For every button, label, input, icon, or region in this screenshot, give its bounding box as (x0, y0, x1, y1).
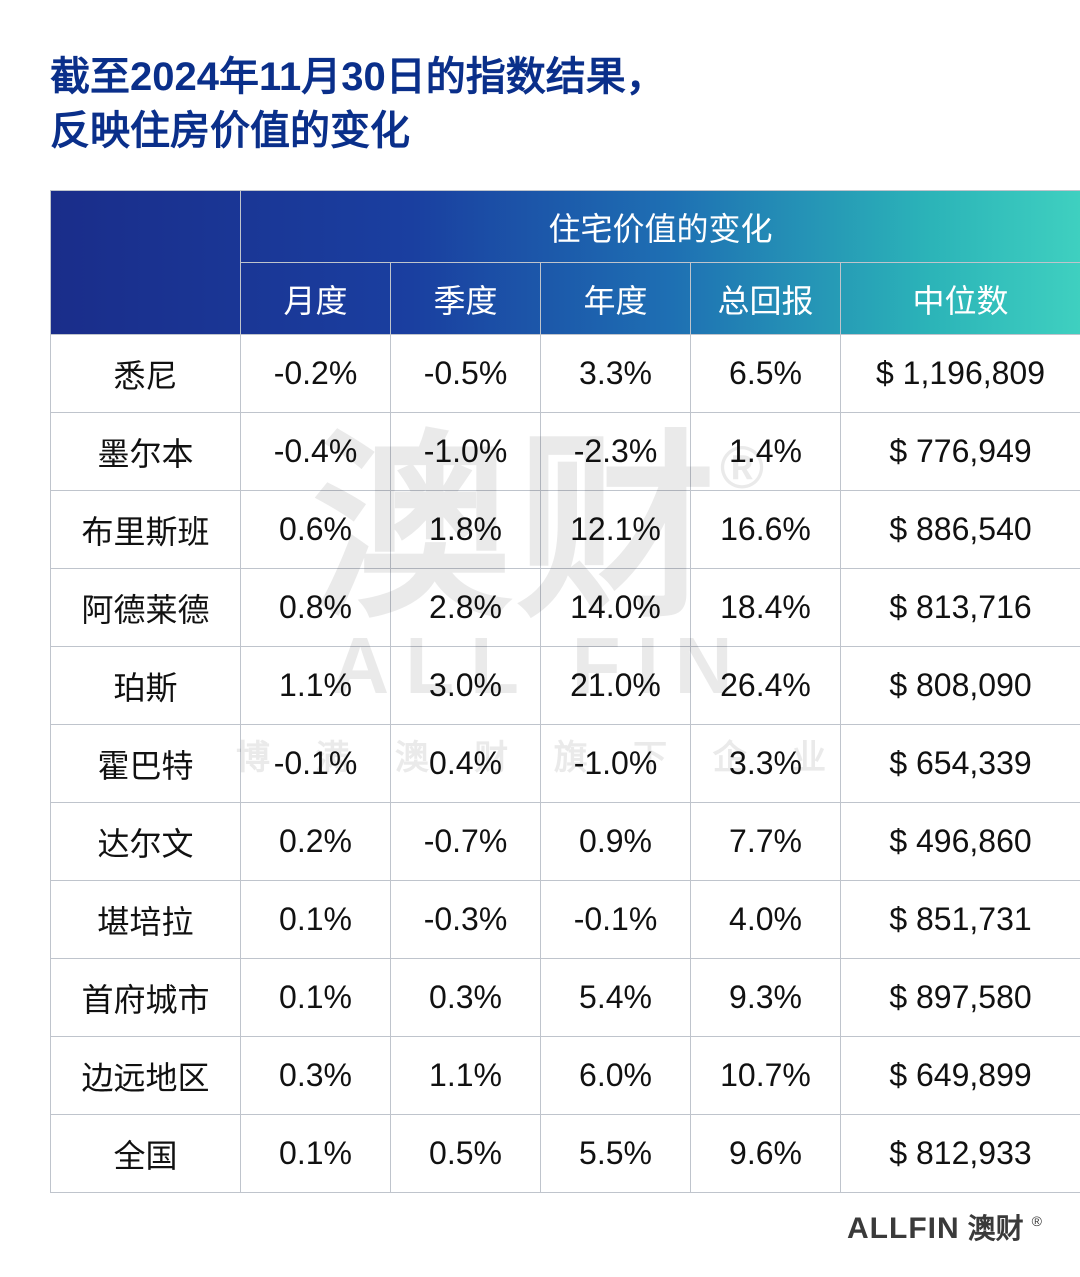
col-annual-header: 年度 (541, 263, 691, 335)
table-row: 悉尼-0.2%-0.5%3.3%6.5%$ 1,196,809 (51, 335, 1080, 413)
cell-region: 悉尼 (51, 335, 241, 413)
title-line-1: 截至2024年11月30日的指数结果， (50, 55, 666, 99)
cell-median: $ 886,540 (841, 491, 1080, 569)
cell-annual: 14.0% (541, 569, 691, 647)
cell-annual: 12.1% (541, 491, 691, 569)
table-row: 布里斯班0.6%1.8%12.1%16.6%$ 886,540 (51, 491, 1080, 569)
cell-region: 堪培拉 (51, 881, 241, 959)
cell-region: 边远地区 (51, 1037, 241, 1115)
cell-quarterly: 0.4% (391, 725, 541, 803)
cell-region: 首府城市 (51, 959, 241, 1037)
cell-median: $ 851,731 (841, 881, 1080, 959)
table-body: 悉尼-0.2%-0.5%3.3%6.5%$ 1,196,809墨尔本-0.4%-… (51, 335, 1080, 1193)
cell-median: $ 808,090 (841, 647, 1080, 725)
cell-region: 墨尔本 (51, 413, 241, 491)
cell-median: $ 649,899 (841, 1037, 1080, 1115)
cell-annual: 5.5% (541, 1115, 691, 1193)
cell-quarterly: 1.1% (391, 1037, 541, 1115)
cell-median: $ 813,716 (841, 569, 1080, 647)
cell-monthly: 1.1% (241, 647, 391, 725)
footer-logo-en: ALLFIN (847, 1212, 960, 1246)
col-region-header (51, 191, 241, 335)
cell-annual: -1.0% (541, 725, 691, 803)
cell-monthly: -0.1% (241, 725, 391, 803)
cell-annual: 3.3% (541, 335, 691, 413)
cell-total: 10.7% (691, 1037, 841, 1115)
cell-monthly: -0.2% (241, 335, 391, 413)
cell-monthly: 0.3% (241, 1037, 391, 1115)
cell-annual: 6.0% (541, 1037, 691, 1115)
cell-monthly: -0.4% (241, 413, 391, 491)
col-median-header: 中位数 (841, 263, 1080, 335)
cell-quarterly: -0.3% (391, 881, 541, 959)
super-header: 住宅价值的变化 (241, 191, 1080, 263)
table-row: 霍巴特-0.1%0.4%-1.0%3.3%$ 654,339 (51, 725, 1080, 803)
cell-monthly: 0.8% (241, 569, 391, 647)
col-quarterly-header: 季度 (391, 263, 541, 335)
cell-quarterly: 1.8% (391, 491, 541, 569)
cell-quarterly: 0.3% (391, 959, 541, 1037)
page-title: 截至2024年11月30日的指数结果， 反映住房价值的变化 (50, 50, 1030, 158)
table-row: 首府城市0.1%0.3%5.4%9.3%$ 897,580 (51, 959, 1080, 1037)
cell-quarterly: -1.0% (391, 413, 541, 491)
cell-total: 4.0% (691, 881, 841, 959)
table-row: 墨尔本-0.4%-1.0%-2.3%1.4%$ 776,949 (51, 413, 1080, 491)
cell-region: 全国 (51, 1115, 241, 1193)
cell-region: 阿德莱德 (51, 569, 241, 647)
cell-total: 3.3% (691, 725, 841, 803)
cell-median: $ 776,949 (841, 413, 1080, 491)
cell-monthly: 0.1% (241, 1115, 391, 1193)
cell-annual: 5.4% (541, 959, 691, 1037)
cell-monthly: 0.2% (241, 803, 391, 881)
cell-total: 26.4% (691, 647, 841, 725)
cell-region: 霍巴特 (51, 725, 241, 803)
cell-total: 9.6% (691, 1115, 841, 1193)
housing-values-table: 住宅价值的变化 月度 季度 年度 总回报 中位数 悉尼-0.2%-0.5%3.3… (50, 190, 1080, 1193)
table-row: 边远地区0.3%1.1%6.0%10.7%$ 649,899 (51, 1037, 1080, 1115)
cell-annual: -2.3% (541, 413, 691, 491)
cell-median: $ 812,933 (841, 1115, 1080, 1193)
cell-quarterly: 3.0% (391, 647, 541, 725)
table-row: 珀斯1.1%3.0%21.0%26.4%$ 808,090 (51, 647, 1080, 725)
col-monthly-header: 月度 (241, 263, 391, 335)
title-line-2: 反映住房价值的变化 (50, 109, 410, 153)
cell-total: 6.5% (691, 335, 841, 413)
cell-total: 18.4% (691, 569, 841, 647)
footer-logo: ALLFIN 澳财 ® (847, 1207, 1042, 1247)
cell-quarterly: -0.5% (391, 335, 541, 413)
cell-total: 16.6% (691, 491, 841, 569)
cell-annual: -0.1% (541, 881, 691, 959)
cell-median: $ 1,196,809 (841, 335, 1080, 413)
cell-region: 达尔文 (51, 803, 241, 881)
col-total-header: 总回报 (691, 263, 841, 335)
cell-monthly: 0.1% (241, 959, 391, 1037)
cell-total: 1.4% (691, 413, 841, 491)
cell-annual: 0.9% (541, 803, 691, 881)
cell-median: $ 496,860 (841, 803, 1080, 881)
cell-region: 珀斯 (51, 647, 241, 725)
table-row: 达尔文0.2%-0.7%0.9%7.7%$ 496,860 (51, 803, 1080, 881)
cell-median: $ 654,339 (841, 725, 1080, 803)
cell-region: 布里斯班 (51, 491, 241, 569)
table-row: 全国0.1%0.5%5.5%9.6%$ 812,933 (51, 1115, 1080, 1193)
cell-total: 7.7% (691, 803, 841, 881)
cell-monthly: 0.1% (241, 881, 391, 959)
footer-logo-reg: ® (1032, 1213, 1042, 1229)
cell-quarterly: 2.8% (391, 569, 541, 647)
table-row: 堪培拉0.1%-0.3%-0.1%4.0%$ 851,731 (51, 881, 1080, 959)
cell-quarterly: -0.7% (391, 803, 541, 881)
cell-annual: 21.0% (541, 647, 691, 725)
table-row: 阿德莱德0.8%2.8%14.0%18.4%$ 813,716 (51, 569, 1080, 647)
cell-monthly: 0.6% (241, 491, 391, 569)
cell-median: $ 897,580 (841, 959, 1080, 1037)
footer-logo-cn: 澳财 (968, 1207, 1024, 1247)
cell-quarterly: 0.5% (391, 1115, 541, 1193)
cell-total: 9.3% (691, 959, 841, 1037)
